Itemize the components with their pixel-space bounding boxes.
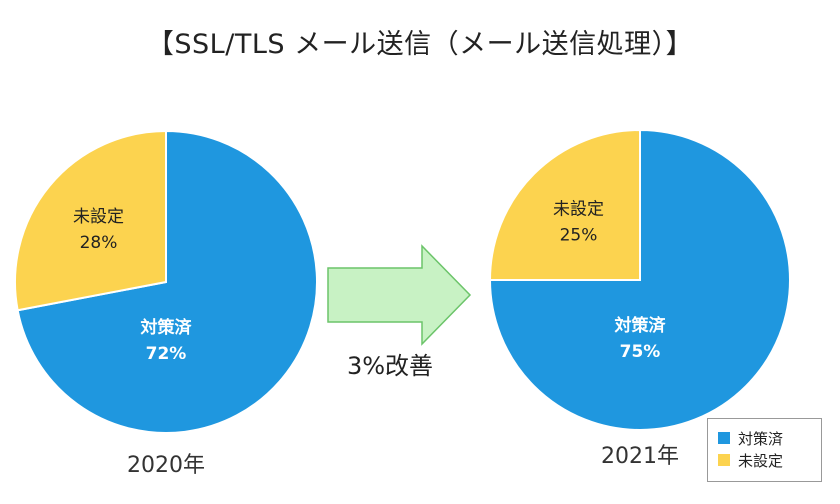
slice-label-2020-taisakuzumi: 対策済 <box>140 317 193 338</box>
slice-value-2020-misettei: 28% <box>80 233 118 253</box>
slice-value-2020-taisakuzumi: 72% <box>146 344 187 364</box>
chart-title: 【SSL/TLS メール送信（メール送信処理）】 <box>146 29 694 60</box>
slice-value-2021-misettei: 25% <box>560 225 598 245</box>
slice-label-2021-misettei: 未設定 <box>553 199 604 219</box>
legend-label-taisakuzumi: 対策済 <box>738 429 784 448</box>
pie-slice-2020-misettei <box>14 129 167 312</box>
pie-slice-2020-taisakuzumi <box>16 129 318 434</box>
slice-value-2021-taisakuzumi: 75% <box>620 342 661 362</box>
pie-chart-2021: 対策済 75% 未設定 25% <box>488 128 791 431</box>
improvement-label: 3%改善 <box>346 352 434 380</box>
pie-title-2021: 2021年 <box>601 444 679 469</box>
legend: 対策済 未設定 <box>707 418 822 482</box>
legend-item-misettei: 未設定 <box>718 449 821 471</box>
legend-swatch-taisakuzumi <box>718 432 730 444</box>
slice-label-2021-taisakuzumi: 対策済 <box>614 315 667 336</box>
legend-label-misettei: 未設定 <box>738 451 784 470</box>
legend-swatch-misettei <box>718 454 730 466</box>
pie-chart-2020: 対策済 72% 未設定 28% <box>14 129 318 434</box>
legend-item-taisakuzumi: 対策済 <box>718 427 821 449</box>
arrow-icon <box>327 244 472 346</box>
pie-slice-2021-taisakuzumi <box>488 128 791 431</box>
slice-label-2020-misettei: 未設定 <box>73 207 124 227</box>
pie-slice-2021-misettei <box>488 128 641 281</box>
pie-title-2020: 2020年 <box>127 453 205 478</box>
